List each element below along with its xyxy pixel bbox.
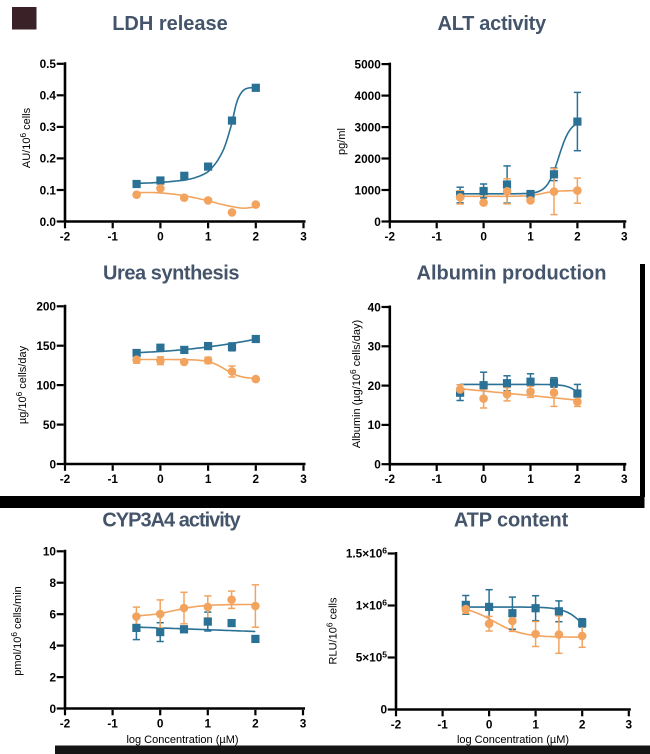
svg-text:AU/106 cells: AU/106 cells <box>19 107 33 168</box>
svg-text:5000: 5000 <box>355 57 382 71</box>
svg-text:-2: -2 <box>60 716 71 730</box>
svg-text:0: 0 <box>380 703 387 717</box>
svg-text:3: 3 <box>300 472 307 486</box>
svg-text:3000: 3000 <box>355 120 382 134</box>
svg-text:1: 1 <box>205 229 212 243</box>
svg-text:µg/106 cells/day: µg/106 cells/day <box>15 345 29 424</box>
svg-text:-2: -2 <box>60 472 71 486</box>
svg-text:3: 3 <box>300 716 307 730</box>
svg-text:0: 0 <box>480 229 487 243</box>
svg-text:30: 30 <box>368 340 382 354</box>
svg-text:0: 0 <box>157 716 164 730</box>
svg-text:0.5: 0.5 <box>40 57 57 71</box>
svg-text:1.5×106: 1.5×106 <box>346 546 387 561</box>
svg-text:-1: -1 <box>431 472 442 486</box>
svg-text:100: 100 <box>36 378 56 392</box>
svg-text:1: 1 <box>205 716 212 730</box>
svg-text:6: 6 <box>49 608 56 622</box>
svg-text:Urea synthesis: Urea synthesis <box>103 262 239 284</box>
svg-text:1: 1 <box>527 229 534 243</box>
svg-text:0: 0 <box>374 458 381 472</box>
svg-text:-2: -2 <box>391 717 402 731</box>
svg-text:0: 0 <box>49 702 56 716</box>
svg-text:LDH release: LDH release <box>112 13 228 35</box>
svg-text:3: 3 <box>300 229 307 243</box>
svg-text:-1: -1 <box>437 717 448 731</box>
svg-text:0.1: 0.1 <box>40 183 57 197</box>
svg-text:3: 3 <box>626 717 633 731</box>
svg-text:pg/ml: pg/ml <box>336 128 348 155</box>
svg-text:4: 4 <box>49 639 56 653</box>
svg-text:1: 1 <box>532 717 539 731</box>
svg-text:2: 2 <box>574 229 581 243</box>
svg-text:-1: -1 <box>431 229 442 243</box>
svg-text:CYP3A4 activity: CYP3A4 activity <box>102 510 241 532</box>
svg-text:1: 1 <box>205 472 212 486</box>
svg-text:0.4: 0.4 <box>40 89 57 103</box>
svg-text:0.3: 0.3 <box>40 120 57 134</box>
svg-text:0.2: 0.2 <box>40 152 57 166</box>
svg-text:40: 40 <box>368 300 382 314</box>
svg-text:0: 0 <box>486 717 493 731</box>
svg-text:0: 0 <box>49 457 56 471</box>
svg-text:-1: -1 <box>107 229 118 243</box>
svg-text:8: 8 <box>49 576 56 590</box>
svg-text:Albumin production: Albumin production <box>417 262 607 284</box>
svg-text:-2: -2 <box>60 229 71 243</box>
svg-text:1×106: 1×106 <box>356 598 388 613</box>
svg-text:ALT activity: ALT activity <box>438 13 547 35</box>
svg-text:2: 2 <box>49 670 56 684</box>
svg-text:3: 3 <box>621 472 628 486</box>
svg-text:20: 20 <box>368 379 382 393</box>
svg-text:0: 0 <box>157 229 164 243</box>
svg-text:ATP content: ATP content <box>454 510 569 532</box>
svg-text:2: 2 <box>252 716 259 730</box>
svg-text:50: 50 <box>43 418 57 432</box>
svg-text:4000: 4000 <box>355 89 382 103</box>
svg-text:3: 3 <box>621 229 628 243</box>
svg-text:2: 2 <box>253 229 260 243</box>
svg-text:2: 2 <box>574 472 581 486</box>
svg-text:0: 0 <box>480 472 487 486</box>
svg-text:log Concentration (µM): log Concentration (µM) <box>126 734 238 746</box>
svg-text:-1: -1 <box>107 472 118 486</box>
svg-text:pmol/106 cells/min: pmol/106 cells/min <box>10 586 24 676</box>
svg-text:0: 0 <box>157 472 164 486</box>
svg-text:2: 2 <box>579 717 586 731</box>
svg-text:5×105: 5×105 <box>356 650 388 665</box>
svg-text:0.0: 0.0 <box>40 215 57 229</box>
svg-text:-2: -2 <box>385 229 396 243</box>
svg-text:150: 150 <box>36 339 56 353</box>
svg-text:-2: -2 <box>385 472 396 486</box>
svg-text:RLU/106 cells: RLU/106 cells <box>326 597 340 664</box>
svg-text:0: 0 <box>374 215 381 229</box>
svg-text:10: 10 <box>368 418 382 432</box>
svg-text:2000: 2000 <box>355 152 382 166</box>
svg-text:200: 200 <box>36 300 56 314</box>
svg-text:1: 1 <box>527 472 534 486</box>
svg-text:-1: -1 <box>107 716 118 730</box>
svg-text:Albumin (µg/106 cells/day): Albumin (µg/106 cells/day) <box>349 320 363 448</box>
svg-text:log Concentration (µM): log Concentration (µM) <box>457 734 569 746</box>
svg-text:1000: 1000 <box>355 183 382 197</box>
svg-text:2: 2 <box>253 472 260 486</box>
svg-text:10: 10 <box>43 545 57 559</box>
